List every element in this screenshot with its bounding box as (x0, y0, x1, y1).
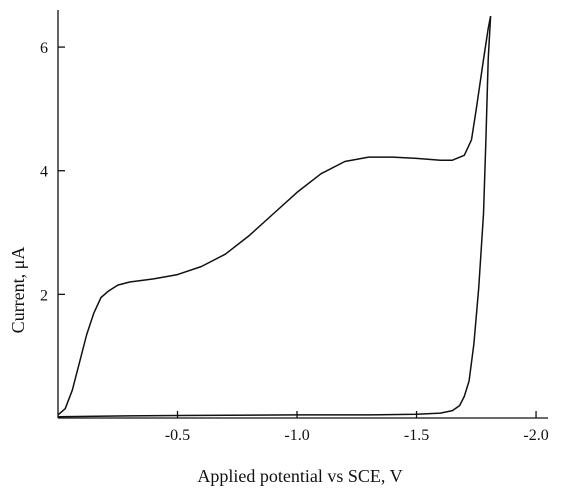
data-series (57, 16, 492, 418)
x-tick-label-3: -2.0 (523, 427, 548, 444)
series-line-return-scan (57, 16, 492, 418)
series-line-forward-scan (57, 16, 492, 416)
axis-ticks: -0.5 -1.0 -1.5 -2.0 2 4 6 (40, 40, 549, 444)
y-tick-label-2: 6 (40, 40, 48, 57)
y-tick-label-0: 2 (40, 287, 48, 304)
y-tick-label-1: 4 (40, 164, 48, 181)
y-axis-title: Current, μA (8, 247, 28, 334)
x-tick-label-2: -1.5 (404, 427, 429, 444)
x-tick-label-1: -1.0 (284, 427, 309, 444)
x-tick-label-0: -0.5 (165, 427, 190, 444)
x-axis-title: Applied potential vs SCE, V (197, 466, 402, 486)
